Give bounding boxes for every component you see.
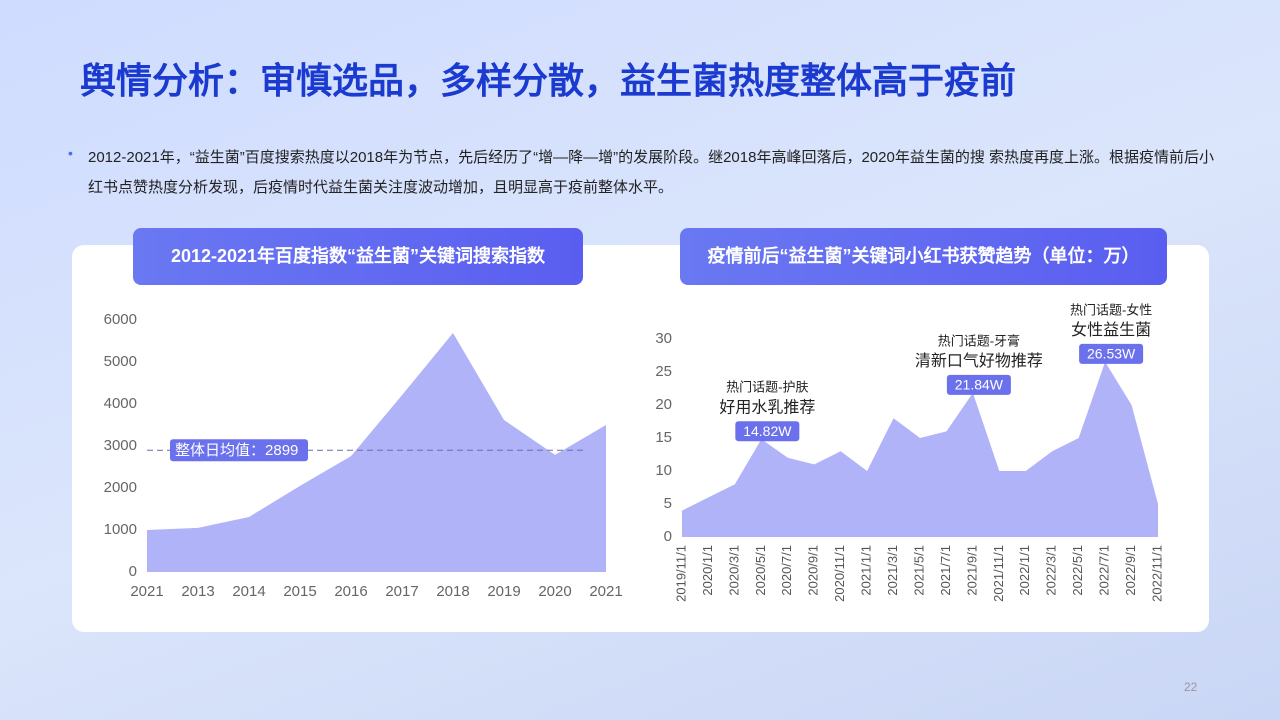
value-label-bg (946, 374, 1011, 395)
y-tick-label: 15 (655, 429, 672, 446)
annotation-text: 女性益生菌 (1071, 320, 1151, 339)
x-tick-label: 2022/7/1 (1097, 545, 1112, 596)
x-tick-label: 2021/5/1 (911, 545, 926, 596)
reference-label-bg (170, 439, 308, 462)
x-tick-label: 2020/9/1 (806, 545, 821, 596)
y-tick-label: 4000 (104, 395, 137, 412)
y-tick-label: 6000 (104, 311, 137, 328)
y-tick-label: 0 (664, 528, 672, 545)
annotation-text: 清新口气好物推荐 (915, 352, 1043, 370)
x-tick-label: 2020/5/1 (753, 545, 768, 596)
x-tick-label: 2021 (130, 583, 163, 600)
x-tick-label: 2022/1/1 (1017, 545, 1032, 596)
y-tick-label: 1000 (104, 521, 137, 538)
x-tick-label: 2020/11/1 (832, 545, 847, 602)
value-label: 14.82W (743, 423, 792, 439)
annotation-topic: 热门话题-护肤 (726, 380, 808, 395)
value-label-bg (1079, 343, 1144, 364)
x-tick-label: 2015 (283, 583, 316, 600)
y-tick-label: 5000 (104, 353, 137, 370)
reference-label-text: 整体日均值： (175, 442, 265, 459)
y-tick-label: 10 (655, 462, 672, 479)
y-tick-label: 2000 (104, 479, 137, 496)
x-tick-label: 2021/1/1 (859, 545, 874, 596)
x-tick-label: 2021/3/1 (885, 545, 900, 596)
x-tick-label: 2022/5/1 (1070, 545, 1085, 596)
x-tick-label: 2021/11/1 (991, 545, 1006, 602)
chart-title-pill (680, 228, 1167, 285)
x-tick-label: 2022/3/1 (1044, 545, 1059, 596)
x-tick-label: 2020/7/1 (779, 545, 794, 596)
chart-title: 疫情前后“益生菌”关键词小红书获赞趋势（单位：万） (708, 245, 1140, 266)
reference-value: 2899 (265, 442, 298, 459)
x-tick-label: 2019 (487, 583, 520, 600)
annotation-text: 好用水乳推荐 (719, 398, 815, 416)
x-tick-label: 2014 (232, 583, 265, 600)
x-tick-label: 2013 (181, 583, 214, 600)
y-tick-label: 0 (129, 563, 137, 580)
x-tick-label: 2020 (538, 583, 571, 600)
x-tick-label: 2021 (589, 583, 622, 600)
value-label: 26.53W (1087, 346, 1136, 362)
x-tick-label: 2022/11/1 (1149, 545, 1164, 602)
chart-title-pill (133, 228, 583, 285)
x-tick-label: 2020/3/1 (726, 545, 741, 596)
value-label-bg (735, 421, 800, 442)
y-tick-label: 30 (655, 330, 672, 347)
x-tick-label: 2021/9/1 (964, 545, 979, 596)
reference-label: 整体日均值：2899 (175, 442, 298, 459)
area (147, 333, 606, 572)
x-tick-label: 2020/1/1 (700, 545, 715, 596)
x-tick-label: 2016 (334, 583, 367, 600)
value-label: 21.84W (955, 377, 1004, 393)
x-tick-label: 2017 (385, 583, 418, 600)
annotation-topic: 热门话题-女性 (1070, 302, 1152, 317)
bullet-dot: • (68, 145, 73, 161)
bullet-text: 2012-2021年，“益生菌”百度搜索热度以2018年为节点，先后经历了“增—… (88, 149, 1214, 196)
x-tick-label: 2022/9/1 (1123, 545, 1138, 596)
x-tick-label: 2019/11/1 (673, 545, 688, 602)
chart-title: 2012-2021年百度指数“益生菌”关键词搜索指数 (171, 245, 546, 266)
area (682, 361, 1158, 537)
y-tick-label: 20 (655, 396, 672, 413)
slide-title: 舆情分析：审慎选品，多样分散，益生菌热度整体高于疫前 (80, 60, 1017, 101)
x-tick-label: 2021/7/1 (938, 545, 953, 596)
page-number: 22 (1184, 680, 1198, 694)
y-tick-label: 3000 (104, 437, 137, 454)
y-tick-label: 5 (664, 495, 672, 512)
x-tick-label: 2018 (436, 583, 469, 600)
annotation-topic: 热门话题-牙膏 (938, 333, 1020, 348)
y-tick-label: 25 (655, 363, 672, 380)
